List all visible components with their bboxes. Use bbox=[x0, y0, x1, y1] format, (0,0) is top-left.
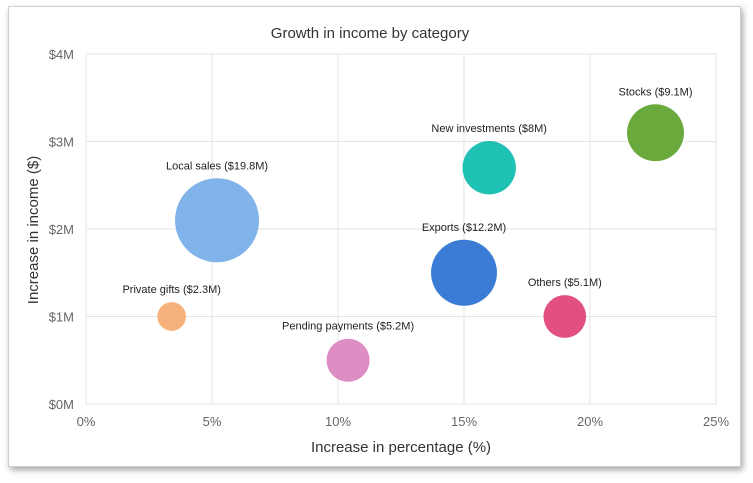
x-tick-label: 25% bbox=[703, 414, 729, 429]
bubble-data-label: Exports ($12.2M) bbox=[422, 222, 506, 234]
bubble-point[interactable] bbox=[462, 141, 516, 195]
bubble-data-label: New investments ($8M) bbox=[431, 123, 547, 135]
bubble-data-label: Stocks ($9.1M) bbox=[619, 86, 693, 98]
bubble-point[interactable] bbox=[326, 338, 370, 382]
bubble-point[interactable] bbox=[431, 239, 497, 306]
bubble-data-label: Local sales ($19.8M) bbox=[166, 160, 268, 172]
y-tick-label: $0M bbox=[49, 397, 74, 412]
bubble-data-label: Pending payments ($5.2M) bbox=[282, 321, 414, 333]
y-tick-label: $2M bbox=[49, 222, 74, 237]
x-tick-label: 0% bbox=[77, 414, 96, 429]
chart-title: Growth in income by category bbox=[271, 25, 470, 42]
x-tick-label: 20% bbox=[577, 414, 603, 429]
y-tick-label: $4M bbox=[49, 47, 74, 62]
bubble-point[interactable] bbox=[175, 178, 260, 263]
bubble-data-label: Others ($5.1M) bbox=[528, 277, 602, 289]
x-tick-label: 15% bbox=[451, 414, 477, 429]
x-tick-label: 10% bbox=[325, 414, 351, 429]
y-tick-label: $1M bbox=[49, 310, 74, 325]
bubble-point[interactable] bbox=[627, 104, 684, 162]
y-tick-label: $3M bbox=[49, 135, 74, 150]
y-axis-title: Increase in income ($) bbox=[25, 156, 42, 304]
x-axis-title: Increase in percentage (%) bbox=[311, 439, 491, 456]
x-tick-label: 5% bbox=[203, 414, 222, 429]
bubble-data-label: Private gifts ($2.3M) bbox=[122, 284, 220, 296]
tick-layer: 0% 5% 10% 15% 20% 25% $0M $1M $2M $3M $4M bbox=[49, 47, 730, 429]
chart-card bbox=[8, 6, 741, 467]
bubble-layer bbox=[157, 104, 684, 382]
label-layer: Local sales ($19.8M) Private gifts ($2.3M… bbox=[122, 86, 692, 332]
bubble-point[interactable] bbox=[543, 295, 587, 338]
bubble-point[interactable] bbox=[157, 302, 186, 331]
